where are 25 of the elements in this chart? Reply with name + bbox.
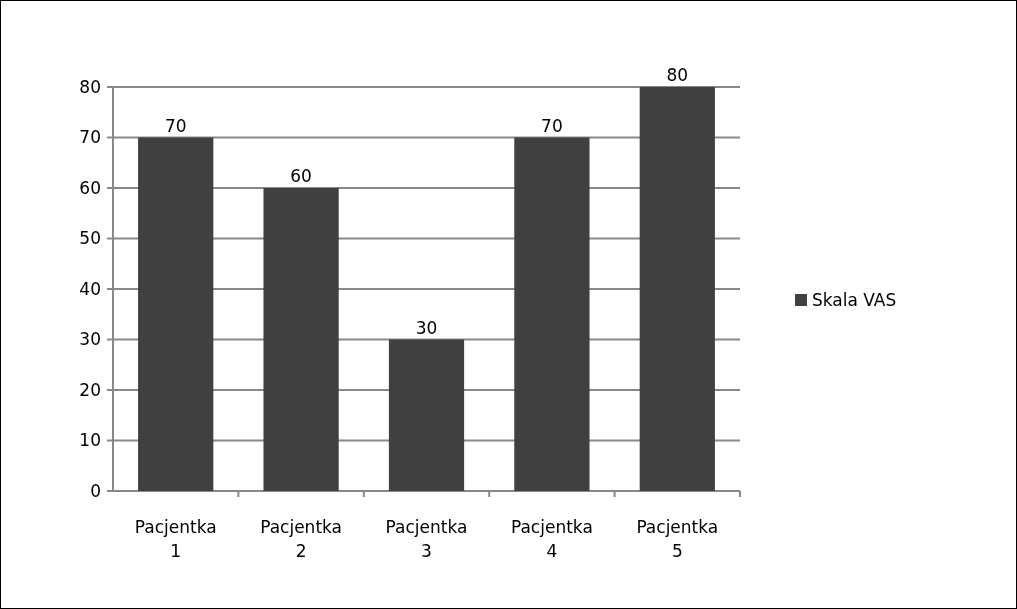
y-tick-label: 50 xyxy=(79,228,101,249)
y-tick-label: 60 xyxy=(79,177,101,198)
data-label: 30 xyxy=(415,317,438,338)
x-tick-label: Pacjentka 5 xyxy=(636,517,719,561)
bar xyxy=(514,137,590,491)
y-tick-label: 10 xyxy=(79,430,101,451)
bar xyxy=(388,339,465,491)
y-tick-label: 80 xyxy=(79,76,101,97)
legend-label: Skala VAS xyxy=(812,289,897,310)
y-tick-label: 20 xyxy=(79,379,101,400)
data-label: 60 xyxy=(290,166,312,186)
data-label: 70 xyxy=(164,115,187,136)
data-label: 70 xyxy=(541,115,563,136)
data-label: 80 xyxy=(666,65,689,85)
x-tick-label: Pacjentka 1 xyxy=(134,517,217,561)
x-tick-label: Pacjentka 2 xyxy=(260,517,343,561)
bar xyxy=(263,188,339,491)
bar xyxy=(138,137,214,491)
y-tick-label: 30 xyxy=(79,329,101,350)
bar xyxy=(639,87,715,491)
x-tick-label: Pacjentka 3 xyxy=(385,517,468,561)
x-tick-label: Pacjentka 4 xyxy=(510,517,593,561)
y-tick-label: 70 xyxy=(79,127,101,148)
y-tick-label: 0 xyxy=(90,480,101,501)
y-tick-label: 40 xyxy=(79,278,101,299)
